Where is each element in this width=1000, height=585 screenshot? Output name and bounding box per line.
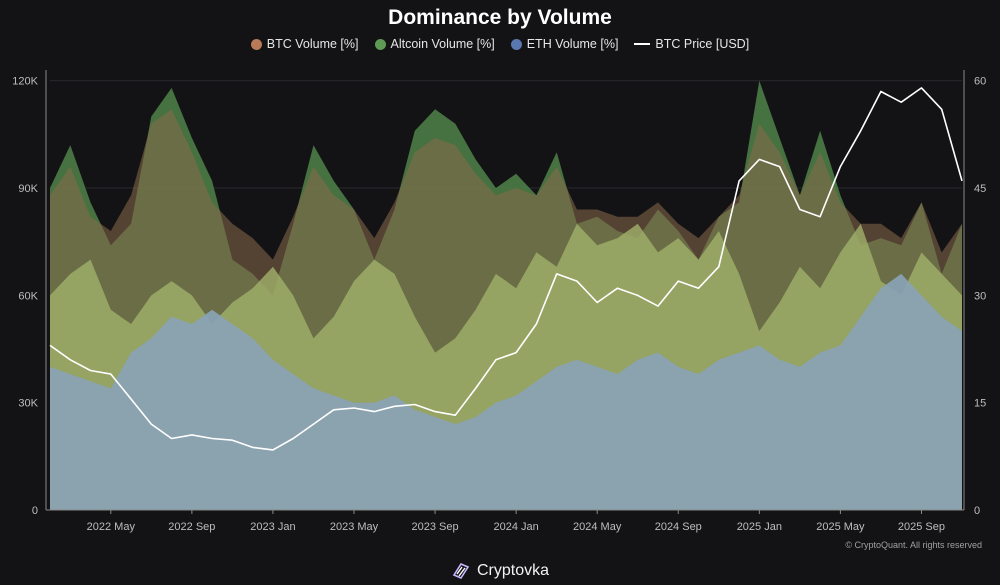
y-left-tick-label: 90K [18, 183, 38, 195]
y-left-tick-label: 30K [18, 398, 38, 410]
legend-label: Altcoin Volume [%] [390, 37, 495, 51]
legend-item-btc-price[interactable]: BTC Price [USD] [634, 37, 749, 51]
area-series [50, 80, 962, 511]
chart-canvas: 0 30K 60K 90K 120K 0 15 30 45 60 2022 May 2022 Sep 2… [12, 70, 986, 533]
y-right-tick-label: 45 [974, 183, 986, 195]
legend-label: BTC Volume [%] [266, 37, 359, 51]
eth-volume-area [50, 273, 962, 510]
x-tick-label: 2025 Sep [898, 521, 945, 533]
legend-item-eth-volume[interactable]: ETH Volume [%] [510, 37, 619, 51]
btc-price-line [49, 87, 963, 451]
x-tick-label: 2022 Sep [168, 521, 215, 533]
y-right-tick-label: 60 [974, 76, 986, 88]
x-tick-label: 2024 Sep [655, 521, 702, 533]
legend-dot-icon [510, 38, 522, 50]
legend-item-btc-volume[interactable]: BTC Volume [%] [250, 37, 359, 51]
cryptovka-logo-icon [452, 562, 470, 580]
y-right-tick-label: 0 [974, 505, 980, 517]
x-tick-label: 2024 Jan [494, 521, 539, 533]
y-left-tick-label: 120K [12, 76, 38, 88]
chart-legend: BTC Volume [%] Altcoin Volume [%] ETH Vo… [0, 37, 1000, 51]
legend-label: ETH Volume [%] [526, 37, 619, 51]
x-tick-label: 2023 Jan [250, 521, 295, 533]
y-right-tick-label: 15 [974, 398, 986, 410]
y-left-tick-label: 60K [18, 290, 38, 302]
x-tick-label: 2022 May [87, 521, 136, 533]
y-left-tick-label: 0 [32, 505, 38, 517]
brand-footer: Cryptovka [0, 561, 1000, 581]
axes: 0 30K 60K 90K 120K 0 15 30 45 60 2022 May 2022 Sep 2… [12, 70, 986, 533]
x-tick-label: 2023 Sep [412, 521, 459, 533]
legend-line-icon [634, 43, 651, 45]
x-tick-label: 2025 Jan [737, 521, 782, 533]
legend-dot-icon [374, 38, 386, 50]
price-series [49, 87, 963, 451]
x-tick-label: 2023 May [330, 521, 379, 533]
legend-dot-icon [250, 38, 262, 50]
chart-title: Dominance by Volume [388, 6, 612, 29]
legend-item-altcoin-volume[interactable]: Altcoin Volume [%] [374, 37, 495, 51]
brand-name: Cryptovka [476, 562, 550, 579]
y-right-tick-label: 30 [974, 290, 986, 302]
copyright-credit: © CryptoQuant. All rights reserved [845, 540, 982, 550]
x-tick-label: 2024 May [573, 521, 622, 533]
legend-label: BTC Price [USD] [655, 37, 750, 51]
x-tick-label: 2025 May [816, 521, 865, 533]
